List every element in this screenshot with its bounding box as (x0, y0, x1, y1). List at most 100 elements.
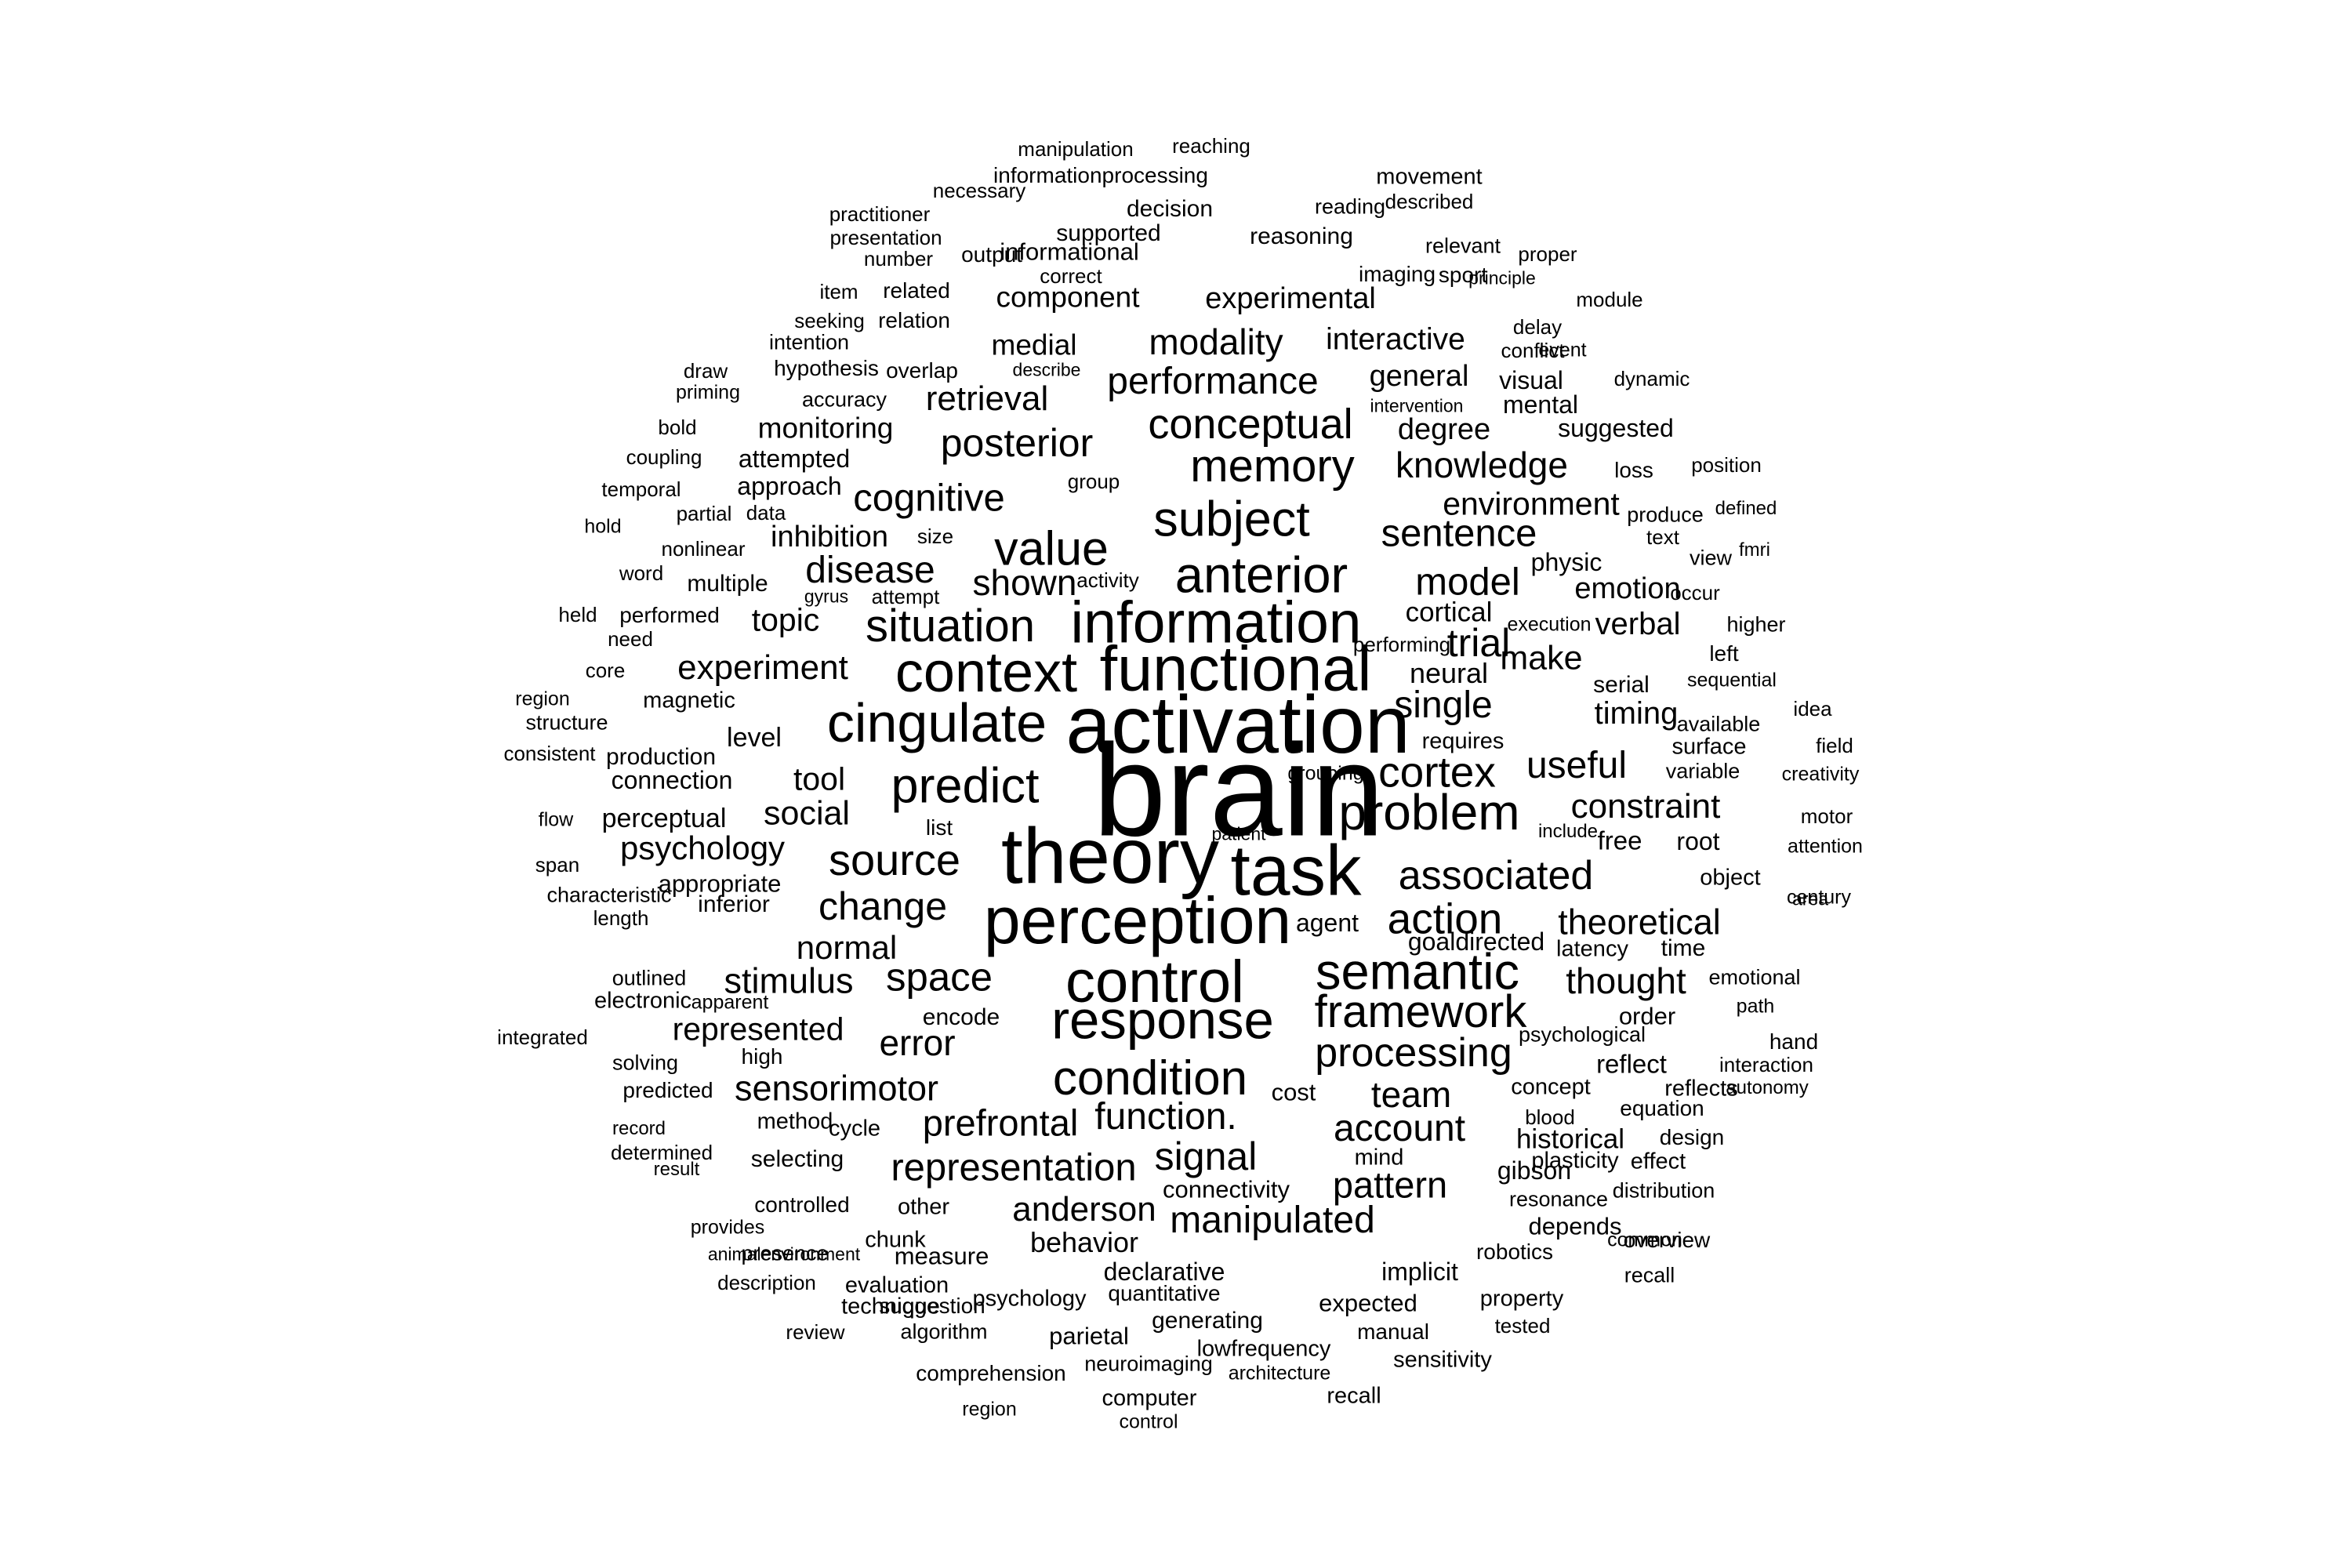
cloud-word: loss (1614, 458, 1653, 482)
cloud-word: situation (865, 601, 1036, 652)
cloud-word: gyrus (804, 586, 849, 607)
cloud-word: emotional (1708, 965, 1801, 989)
cloud-word: motor (1800, 804, 1853, 828)
cloud-word: principle (1468, 267, 1536, 289)
cloud-word: perceptual (601, 804, 727, 833)
cloud-word: concept (1511, 1074, 1591, 1100)
cloud-word: plasticity (1531, 1148, 1619, 1174)
cloud-word: idea (1793, 697, 1832, 720)
cloud-word: experiment (677, 648, 848, 687)
cloud-word: draw (683, 359, 728, 383)
cloud-word: task (1230, 831, 1362, 911)
cloud-word: memory (1190, 441, 1355, 492)
cloud-word: general (1369, 360, 1469, 393)
cloud-word: determined (610, 1141, 713, 1164)
cloud-word: model (1415, 561, 1520, 604)
cloud-word: theoretical (1558, 902, 1721, 942)
cloud-word: structure (525, 710, 608, 735)
cloud-word: conflict (1501, 339, 1565, 362)
cloud-word: object (1700, 865, 1761, 891)
cloud-word: output (961, 242, 1022, 267)
cloud-word: consistent (503, 742, 596, 765)
cloud-word: proper (1518, 242, 1577, 266)
cloud-word: manipulated (1170, 1200, 1375, 1241)
cloud-word: reaching (1172, 134, 1250, 158)
cloud-word: single (1394, 684, 1493, 726)
cloud-word: result (653, 1159, 700, 1180)
cloud-word: connection (611, 766, 733, 794)
cloud-word: constraint (1570, 787, 1721, 826)
cloud-word: useful (1526, 745, 1628, 786)
cloud-word: encode (922, 1004, 1000, 1030)
cloud-word: environment (1443, 485, 1620, 522)
cloud-word: size (916, 524, 954, 548)
cloud-word: sensorimotor (734, 1068, 939, 1109)
cloud-word: review (786, 1320, 845, 1344)
cloud-word: anterior (1174, 546, 1348, 604)
cloud-word: text (1646, 525, 1679, 549)
cloud-word: bold (658, 416, 697, 439)
cloud-word: cingulate (826, 692, 1047, 753)
cloud-word: free (1597, 826, 1642, 855)
cloud-word: creativity (1781, 763, 1860, 786)
cloud-word: processing (1315, 1030, 1512, 1076)
cloud-word: verbal (1595, 607, 1681, 641)
cloud-word: order (1618, 1002, 1676, 1030)
cloud-word: comprehension (916, 1361, 1066, 1385)
cloud-word: method (757, 1109, 833, 1134)
cloud-word: action (1387, 894, 1503, 943)
cloud-word: apparent (691, 991, 769, 1014)
cloud-word: representation (891, 1146, 1137, 1189)
cloud-word: declarative (1103, 1258, 1225, 1286)
cloud-word: equation (1620, 1096, 1704, 1120)
cloud-word: produce (1627, 503, 1704, 527)
cloud-word: manipulation (1018, 137, 1134, 161)
cloud-word: relevant (1425, 234, 1501, 258)
cloud-word: intervention (1370, 395, 1464, 416)
cloud-word: execution (1507, 613, 1592, 636)
cloud-word: neuroimaging (1084, 1352, 1213, 1376)
cloud-word: performance (1107, 361, 1319, 402)
cloud-word: signal (1154, 1134, 1258, 1178)
cloud-word: theory (1001, 812, 1219, 900)
cloud-word: control (1119, 1410, 1178, 1433)
cloud-word: magnetic (643, 688, 735, 713)
cloud-word: modality (1149, 321, 1283, 362)
cloud-word: hand (1769, 1029, 1819, 1054)
cloud-word: describe (1012, 359, 1081, 380)
cloud-word: coupling (626, 445, 702, 469)
cloud-word: appropriate (658, 869, 782, 898)
cloud-word: overview (1623, 1228, 1711, 1252)
cloud-word: parietal (1049, 1322, 1129, 1350)
cloud-word: related (883, 278, 950, 303)
cloud-word: movement (1376, 164, 1483, 190)
cloud-word: common (1607, 1229, 1682, 1251)
cloud-word: computer (1102, 1385, 1197, 1411)
cloud-word: retrieval (925, 379, 1049, 418)
cloud-word: context (895, 641, 1078, 704)
cloud-word: described (1385, 190, 1474, 213)
cloud-word: historical (1515, 1123, 1625, 1155)
cloud-word: list (925, 815, 953, 840)
cloud-word: goaldirected (1407, 927, 1545, 956)
cloud-word: dynamic (1613, 367, 1690, 390)
cloud-word: trial (1446, 621, 1511, 665)
cloud-word: electronic (593, 988, 692, 1014)
cloud-word: attention (1788, 835, 1863, 858)
cloud-word: physic (1530, 548, 1602, 576)
cloud-word: correct (1040, 264, 1102, 288)
cloud-word: attempted (738, 445, 851, 473)
cloud-word: item (819, 280, 858, 303)
cloud-word: reflect (1596, 1049, 1667, 1079)
cloud-word: word (619, 561, 664, 585)
cloud-word: presentation (829, 226, 942, 249)
cloud-word: area (1791, 888, 1829, 909)
cloud-word: multiple (687, 571, 768, 597)
cloud-word: integrated (497, 1025, 588, 1049)
cloud-word: solving (612, 1051, 679, 1075)
cloud-word: account (1333, 1108, 1466, 1149)
cloud-word: held (558, 603, 597, 626)
cloud-word: algorithm (900, 1319, 988, 1344)
cloud-word: implicit (1381, 1258, 1458, 1286)
